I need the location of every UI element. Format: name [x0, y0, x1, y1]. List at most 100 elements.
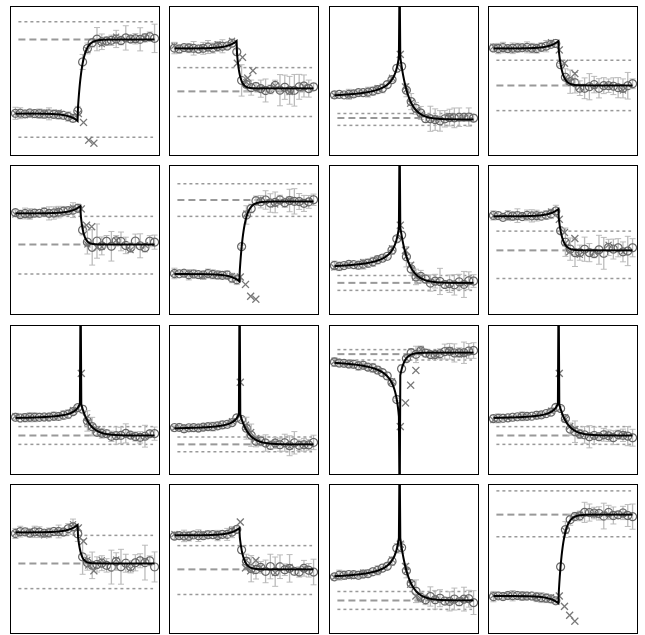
data-point	[330, 357, 340, 367]
subplot-13	[10, 484, 160, 634]
data-point	[627, 79, 637, 89]
cross-point	[236, 518, 245, 526]
model-curve	[493, 207, 633, 252]
model-curve	[493, 326, 633, 437]
model-curve	[15, 204, 155, 246]
data-point	[260, 85, 271, 96]
data-point	[382, 80, 392, 90]
data-point	[237, 414, 247, 425]
model-curve	[493, 39, 633, 87]
data-point	[382, 561, 392, 571]
cross-point	[79, 537, 88, 546]
data-point	[246, 203, 256, 214]
data-point	[270, 567, 280, 577]
subplot-3	[329, 6, 479, 156]
data-point	[464, 112, 474, 122]
cross-point	[241, 280, 250, 289]
data-point	[377, 563, 388, 573]
data-point	[618, 247, 628, 257]
subplot-canvas	[11, 326, 159, 448]
subplot-canvas	[489, 38, 637, 112]
cross-point	[214, 40, 222, 48]
data-point	[382, 251, 392, 261]
cross-point	[89, 566, 98, 575]
model-curve	[15, 522, 155, 565]
cross-point	[417, 346, 425, 354]
data-point	[551, 206, 561, 216]
subplot-12	[488, 325, 638, 475]
data-point	[565, 515, 575, 525]
model-curve	[174, 39, 314, 90]
model-curve	[334, 351, 474, 474]
cross-point	[251, 295, 260, 304]
data-point	[280, 82, 290, 92]
subplot-canvas	[11, 518, 159, 590]
subplot-canvas	[170, 518, 318, 596]
model-curve	[493, 513, 633, 606]
subplot-6	[169, 165, 319, 315]
cross-point	[570, 234, 579, 243]
cross-point	[98, 40, 106, 48]
data-point	[308, 82, 318, 92]
data-point	[275, 85, 285, 95]
data-point	[435, 593, 445, 603]
subplot-2	[169, 6, 319, 156]
data-point	[260, 566, 271, 577]
data-point	[454, 277, 464, 287]
subplot-5	[10, 165, 160, 315]
subplot-11	[329, 325, 479, 475]
cross-point	[560, 602, 569, 611]
data-point	[468, 597, 478, 608]
cross-point	[89, 139, 98, 148]
data-point	[411, 103, 421, 113]
model-curve	[334, 485, 474, 602]
cross-point	[238, 53, 247, 62]
data-point	[551, 596, 561, 606]
data-point	[280, 198, 290, 208]
data-point	[575, 83, 585, 93]
cross-point	[565, 77, 574, 85]
data-point	[308, 567, 318, 577]
subplot-canvas	[489, 204, 637, 280]
subplot-1	[10, 6, 160, 156]
data-point	[406, 579, 416, 589]
data-point	[603, 507, 614, 518]
data-point	[232, 275, 242, 285]
model-curve	[174, 200, 314, 284]
subplot-14	[169, 484, 319, 634]
data-point	[560, 414, 570, 424]
data-point	[618, 83, 628, 93]
data-point	[275, 195, 285, 205]
data-point	[556, 403, 566, 414]
data-point	[145, 429, 155, 439]
data-point	[613, 83, 623, 93]
cross-point	[248, 66, 257, 75]
data-point	[284, 85, 295, 95]
data-point	[416, 346, 426, 356]
data-point	[618, 508, 628, 518]
data-point	[227, 418, 237, 428]
cross-point	[560, 59, 569, 68]
data-point	[449, 113, 459, 123]
data-point	[97, 37, 107, 47]
data-point	[435, 116, 445, 126]
data-point	[551, 38, 561, 49]
data-point	[464, 346, 474, 356]
cross-point	[411, 366, 420, 375]
data-point	[459, 594, 469, 604]
data-point	[284, 441, 295, 451]
subplot-canvas	[11, 202, 159, 275]
cross-point	[411, 273, 420, 281]
cross-point	[271, 569, 279, 577]
data-point	[111, 556, 121, 567]
data-point	[149, 429, 159, 439]
data-point	[608, 433, 618, 443]
subplot-9	[10, 325, 160, 475]
subplot-16	[488, 484, 638, 634]
subplot-canvas	[330, 485, 478, 615]
data-point	[284, 195, 295, 206]
data-point	[101, 560, 112, 570]
data-point	[387, 378, 397, 388]
data-point	[373, 565, 383, 575]
